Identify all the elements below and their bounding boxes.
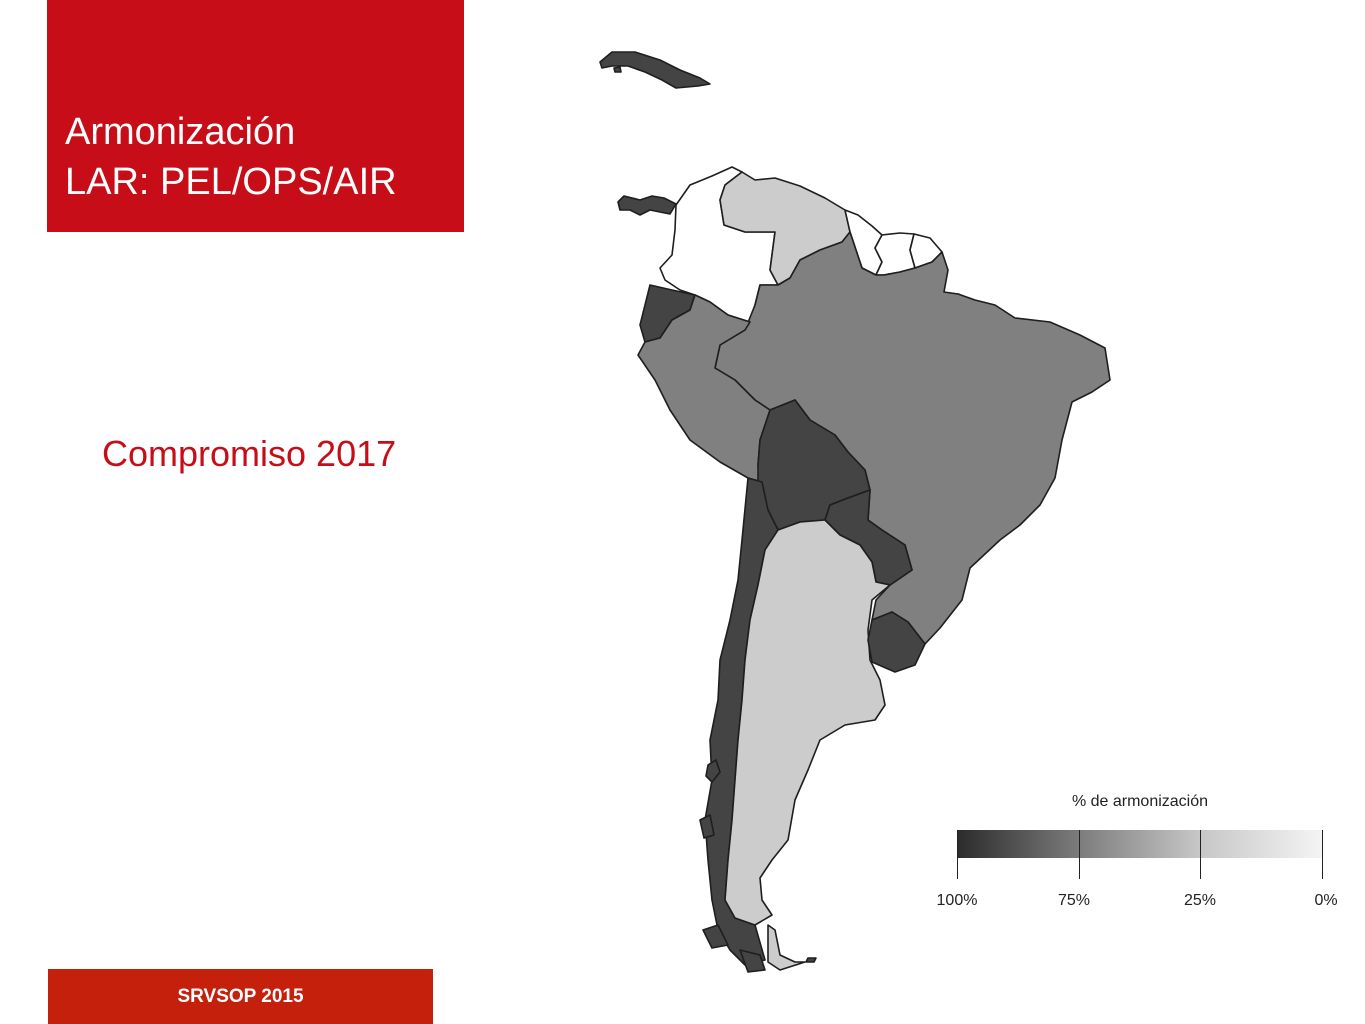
- legend-tick-25: [1200, 830, 1201, 879]
- country-cuba: [599, 51, 711, 89]
- country-chile-island-3: [702, 924, 729, 949]
- legend-label-100: 100%: [936, 892, 978, 909]
- legend-label-75: 75%: [1057, 892, 1091, 909]
- legend-label-0: 0%: [1314, 892, 1338, 909]
- country-chile-island-4: [739, 949, 766, 973]
- country-chile-island-2: [699, 814, 715, 839]
- title-line-2: LAR: PEL/OPS/AIR: [65, 161, 397, 203]
- country-panama: [617, 195, 677, 216]
- legend-gradient-bar: [957, 830, 1322, 858]
- legend-tick-100: [957, 830, 958, 879]
- country-chile-island-1: [705, 759, 721, 783]
- country-cuba-isle: [613, 66, 622, 73]
- legend-tick-75: [1079, 830, 1080, 879]
- legend-title: % de armonización: [1071, 793, 1209, 810]
- country-falklands-dot: [805, 957, 817, 963]
- country-suriname: [874, 232, 916, 276]
- title-line-1: Armonización: [65, 111, 296, 153]
- country-argentina: [724, 519, 891, 926]
- title-box: Armonización LAR: PEL/OPS/AIR: [47, 0, 464, 232]
- legend-label-25: 25%: [1183, 892, 1217, 909]
- country-argentina-tdf: [767, 924, 806, 971]
- south-america-map: [599, 51, 1111, 973]
- subtitle: Compromiso 2017: [102, 433, 397, 474]
- country-peru: [637, 294, 771, 483]
- footer-bar: SRVSOP 2015: [48, 969, 433, 1024]
- footer-text: SRVSOP 2015: [177, 986, 304, 1007]
- country-uruguay: [867, 611, 926, 673]
- legend-tick-0: [1322, 830, 1323, 879]
